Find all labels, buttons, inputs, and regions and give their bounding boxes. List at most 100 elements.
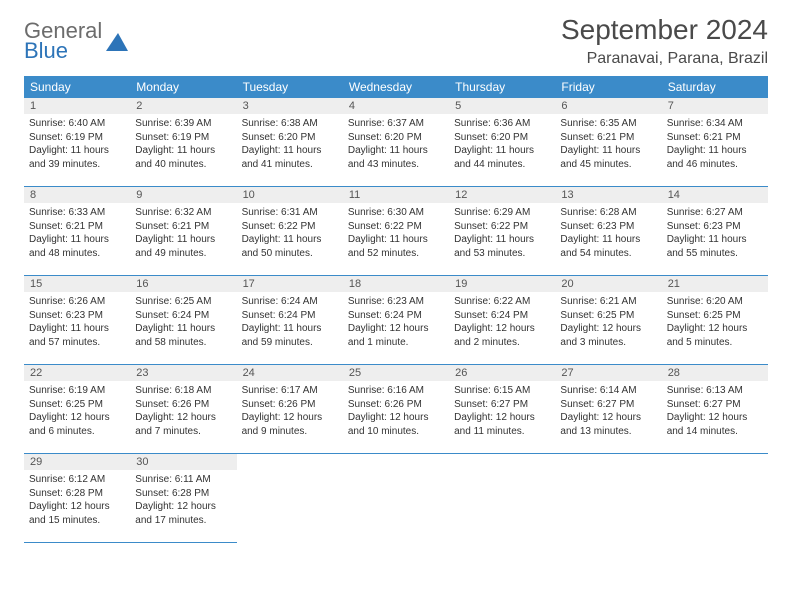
weekday-header: Tuesday — [237, 76, 343, 98]
sunset-text: Sunset: 6:21 PM — [135, 220, 231, 234]
calendar-cell — [449, 454, 555, 543]
day-body: Sunrise: 6:39 AMSunset: 6:19 PMDaylight:… — [130, 114, 236, 175]
sunrise-text: Sunrise: 6:30 AM — [348, 206, 444, 220]
day-number: 27 — [555, 365, 661, 381]
daylight-text: Daylight: 12 hours and 2 minutes. — [454, 322, 550, 349]
sunset-text: Sunset: 6:27 PM — [560, 398, 656, 412]
sunset-text: Sunset: 6:23 PM — [667, 220, 763, 234]
sunrise-text: Sunrise: 6:26 AM — [29, 295, 125, 309]
day-body: Sunrise: 6:29 AMSunset: 6:22 PMDaylight:… — [449, 203, 555, 264]
daylight-text: Daylight: 11 hours and 49 minutes. — [135, 233, 231, 260]
calendar-cell — [343, 454, 449, 543]
day-body: Sunrise: 6:13 AMSunset: 6:27 PMDaylight:… — [662, 381, 768, 442]
calendar-cell — [555, 454, 661, 543]
sunset-text: Sunset: 6:25 PM — [29, 398, 125, 412]
sunrise-text: Sunrise: 6:16 AM — [348, 384, 444, 398]
day-body: Sunrise: 6:37 AMSunset: 6:20 PMDaylight:… — [343, 114, 449, 175]
calendar-cell: 22Sunrise: 6:19 AMSunset: 6:25 PMDayligh… — [24, 365, 130, 454]
day-number: 14 — [662, 187, 768, 203]
calendar-row: 29Sunrise: 6:12 AMSunset: 6:28 PMDayligh… — [24, 454, 768, 543]
sunrise-text: Sunrise: 6:20 AM — [667, 295, 763, 309]
calendar-row: 8Sunrise: 6:33 AMSunset: 6:21 PMDaylight… — [24, 187, 768, 276]
day-number: 25 — [343, 365, 449, 381]
sunset-text: Sunset: 6:24 PM — [242, 309, 338, 323]
sunset-text: Sunset: 6:27 PM — [667, 398, 763, 412]
daylight-text: Daylight: 11 hours and 39 minutes. — [29, 144, 125, 171]
day-number: 24 — [237, 365, 343, 381]
sunset-text: Sunset: 6:26 PM — [135, 398, 231, 412]
calendar-cell — [662, 454, 768, 543]
daylight-text: Daylight: 12 hours and 15 minutes. — [29, 500, 125, 527]
weekday-header: Wednesday — [343, 76, 449, 98]
day-number: 19 — [449, 276, 555, 292]
daylight-text: Daylight: 12 hours and 11 minutes. — [454, 411, 550, 438]
sunset-text: Sunset: 6:28 PM — [135, 487, 231, 501]
daylight-text: Daylight: 11 hours and 59 minutes. — [242, 322, 338, 349]
day-number: 11 — [343, 187, 449, 203]
sunrise-text: Sunrise: 6:31 AM — [242, 206, 338, 220]
calendar-cell: 21Sunrise: 6:20 AMSunset: 6:25 PMDayligh… — [662, 276, 768, 365]
daylight-text: Daylight: 11 hours and 54 minutes. — [560, 233, 656, 260]
calendar-table: Sunday Monday Tuesday Wednesday Thursday… — [24, 76, 768, 543]
weekday-header-row: Sunday Monday Tuesday Wednesday Thursday… — [24, 76, 768, 98]
daylight-text: Daylight: 12 hours and 6 minutes. — [29, 411, 125, 438]
sunset-text: Sunset: 6:22 PM — [454, 220, 550, 234]
logo: General Blue — [24, 20, 130, 62]
sunset-text: Sunset: 6:20 PM — [348, 131, 444, 145]
daylight-text: Daylight: 11 hours and 45 minutes. — [560, 144, 656, 171]
sunset-text: Sunset: 6:26 PM — [348, 398, 444, 412]
logo-text: General Blue — [24, 20, 102, 62]
daylight-text: Daylight: 12 hours and 7 minutes. — [135, 411, 231, 438]
sunset-text: Sunset: 6:19 PM — [29, 131, 125, 145]
sunrise-text: Sunrise: 6:14 AM — [560, 384, 656, 398]
sunset-text: Sunset: 6:20 PM — [454, 131, 550, 145]
day-number: 18 — [343, 276, 449, 292]
day-body: Sunrise: 6:30 AMSunset: 6:22 PMDaylight:… — [343, 203, 449, 264]
sunrise-text: Sunrise: 6:13 AM — [667, 384, 763, 398]
calendar-cell — [237, 454, 343, 543]
calendar-cell: 18Sunrise: 6:23 AMSunset: 6:24 PMDayligh… — [343, 276, 449, 365]
sunrise-text: Sunrise: 6:21 AM — [560, 295, 656, 309]
daylight-text: Daylight: 11 hours and 52 minutes. — [348, 233, 444, 260]
calendar-cell: 7Sunrise: 6:34 AMSunset: 6:21 PMDaylight… — [662, 98, 768, 187]
daylight-text: Daylight: 12 hours and 9 minutes. — [242, 411, 338, 438]
daylight-text: Daylight: 11 hours and 53 minutes. — [454, 233, 550, 260]
sunrise-text: Sunrise: 6:27 AM — [667, 206, 763, 220]
sunrise-text: Sunrise: 6:25 AM — [135, 295, 231, 309]
sunset-text: Sunset: 6:24 PM — [454, 309, 550, 323]
day-body: Sunrise: 6:34 AMSunset: 6:21 PMDaylight:… — [662, 114, 768, 175]
sail-icon — [104, 31, 130, 53]
sunset-text: Sunset: 6:23 PM — [560, 220, 656, 234]
day-body: Sunrise: 6:38 AMSunset: 6:20 PMDaylight:… — [237, 114, 343, 175]
calendar-cell: 12Sunrise: 6:29 AMSunset: 6:22 PMDayligh… — [449, 187, 555, 276]
day-number: 3 — [237, 98, 343, 114]
daylight-text: Daylight: 11 hours and 40 minutes. — [135, 144, 231, 171]
day-body: Sunrise: 6:36 AMSunset: 6:20 PMDaylight:… — [449, 114, 555, 175]
sunset-text: Sunset: 6:20 PM — [242, 131, 338, 145]
day-body: Sunrise: 6:32 AMSunset: 6:21 PMDaylight:… — [130, 203, 236, 264]
calendar-cell: 13Sunrise: 6:28 AMSunset: 6:23 PMDayligh… — [555, 187, 661, 276]
calendar-cell: 5Sunrise: 6:36 AMSunset: 6:20 PMDaylight… — [449, 98, 555, 187]
daylight-text: Daylight: 12 hours and 14 minutes. — [667, 411, 763, 438]
sunset-text: Sunset: 6:24 PM — [135, 309, 231, 323]
sunset-text: Sunset: 6:27 PM — [454, 398, 550, 412]
day-body: Sunrise: 6:23 AMSunset: 6:24 PMDaylight:… — [343, 292, 449, 353]
sunrise-text: Sunrise: 6:37 AM — [348, 117, 444, 131]
daylight-text: Daylight: 12 hours and 5 minutes. — [667, 322, 763, 349]
day-number: 1 — [24, 98, 130, 114]
sunset-text: Sunset: 6:28 PM — [29, 487, 125, 501]
calendar-row: 15Sunrise: 6:26 AMSunset: 6:23 PMDayligh… — [24, 276, 768, 365]
day-number: 21 — [662, 276, 768, 292]
daylight-text: Daylight: 12 hours and 1 minute. — [348, 322, 444, 349]
day-body: Sunrise: 6:19 AMSunset: 6:25 PMDaylight:… — [24, 381, 130, 442]
daylight-text: Daylight: 11 hours and 41 minutes. — [242, 144, 338, 171]
weekday-header: Monday — [130, 76, 236, 98]
calendar-cell: 25Sunrise: 6:16 AMSunset: 6:26 PMDayligh… — [343, 365, 449, 454]
sunset-text: Sunset: 6:21 PM — [29, 220, 125, 234]
daylight-text: Daylight: 11 hours and 57 minutes. — [29, 322, 125, 349]
day-body: Sunrise: 6:15 AMSunset: 6:27 PMDaylight:… — [449, 381, 555, 442]
sunrise-text: Sunrise: 6:34 AM — [667, 117, 763, 131]
calendar-cell: 24Sunrise: 6:17 AMSunset: 6:26 PMDayligh… — [237, 365, 343, 454]
day-body: Sunrise: 6:18 AMSunset: 6:26 PMDaylight:… — [130, 381, 236, 442]
sunrise-text: Sunrise: 6:23 AM — [348, 295, 444, 309]
